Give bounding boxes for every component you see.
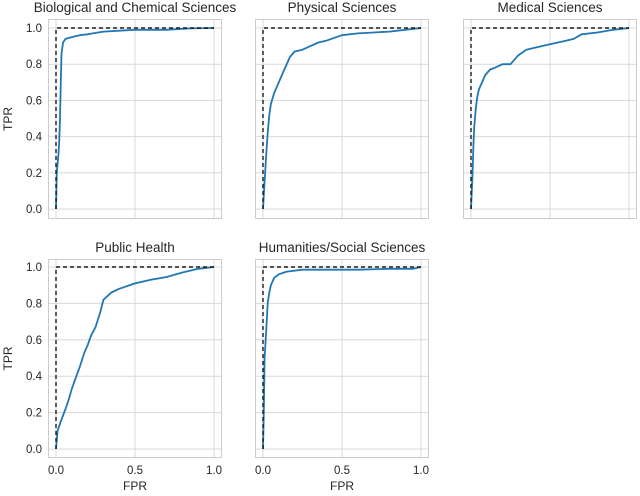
gridlines <box>255 259 429 458</box>
gridlines <box>48 19 222 219</box>
roc-curve <box>470 27 630 210</box>
x-tick-label: 0.5 <box>334 465 350 477</box>
gridlines <box>463 19 637 219</box>
gridlines <box>48 259 222 458</box>
x-tick-label: 0.5 <box>127 465 143 477</box>
panel-title: Medical Sciences <box>497 0 602 15</box>
y-tick-label: 0.0 <box>26 204 42 216</box>
y-tick-label: 0.6 <box>26 335 42 347</box>
panel-humanities-social-sciences: Humanities/Social Sciences 0.0 0.5 1.0 FPR <box>255 240 429 493</box>
panel-physical-sciences: Physical Sciences <box>255 0 429 219</box>
axes-frame <box>48 19 222 219</box>
x-axis-label: FPR <box>330 479 354 493</box>
panel-title: Physical Sciences <box>288 0 397 15</box>
gridlines <box>255 19 429 219</box>
y-tick-label: 0.6 <box>26 95 42 107</box>
x-axis-label: FPR <box>123 479 147 493</box>
y-tick-label: 0.8 <box>26 59 42 71</box>
y-axis-label: TPR <box>1 107 15 131</box>
panel-public-health: Public Health 0.0 0.2 0.4 0.6 0.8 1.0 TPR 0.0 0.5… <box>1 240 222 493</box>
panel-title: Humanities/Social Sciences <box>259 240 426 255</box>
y-tick-label: 0.4 <box>26 371 43 383</box>
axes-frame <box>463 19 637 219</box>
y-axis-label: TPR <box>1 346 15 370</box>
x-tick-label: 0.0 <box>255 465 271 477</box>
roc-curve <box>262 27 422 210</box>
panel-biological-and-chemical-sciences: Biological and Chemical Sciences 0.0 0.2 0.… <box>1 0 237 219</box>
roc-curve <box>55 266 215 450</box>
axes-frame <box>255 259 429 458</box>
y-tick-label: 0.2 <box>26 168 42 180</box>
axes-frame <box>255 19 429 219</box>
panel-medical-sciences: Medical Sciences <box>463 0 637 219</box>
reference-line <box>55 266 214 449</box>
panel-title: Public Health <box>95 240 175 255</box>
x-tick-label: 0.0 <box>48 465 64 477</box>
y-tick-label: 1.0 <box>26 262 42 274</box>
y-tick-label: 0.2 <box>26 408 42 420</box>
y-tick-label: 0.8 <box>26 298 42 310</box>
y-tick-label: 1.0 <box>26 23 42 35</box>
reference-line <box>262 266 421 449</box>
roc-curve <box>262 266 422 450</box>
y-tick-label: 0.0 <box>26 444 42 456</box>
x-tick-label: 1.0 <box>413 465 429 477</box>
x-tick-label: 1.0 <box>206 465 222 477</box>
y-tick-label: 0.4 <box>26 132 43 144</box>
panel-title: Biological and Chemical Sciences <box>34 0 237 15</box>
axes-frame <box>48 259 222 458</box>
roc-curve <box>55 27 215 210</box>
